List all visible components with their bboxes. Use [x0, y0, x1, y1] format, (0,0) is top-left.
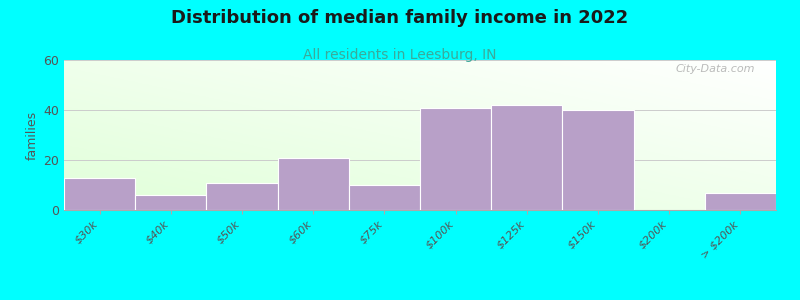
- Bar: [278, 158, 349, 210]
- Bar: [135, 195, 206, 210]
- Bar: [349, 185, 420, 210]
- Bar: [491, 105, 562, 210]
- Text: Distribution of median family income in 2022: Distribution of median family income in …: [171, 9, 629, 27]
- Y-axis label: families: families: [26, 110, 39, 160]
- Bar: [420, 107, 491, 210]
- Bar: [206, 182, 278, 210]
- Bar: [705, 193, 776, 210]
- Text: City-Data.com: City-Data.com: [675, 64, 754, 74]
- Text: All residents in Leesburg, IN: All residents in Leesburg, IN: [303, 48, 497, 62]
- Bar: [562, 110, 634, 210]
- Bar: [64, 178, 135, 210]
